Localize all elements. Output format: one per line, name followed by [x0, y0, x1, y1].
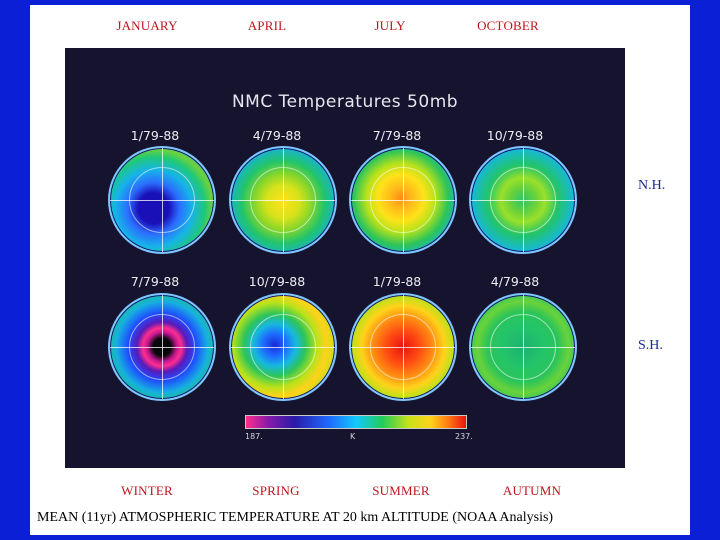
month-label-april: APRIL	[247, 18, 287, 33]
sh-date-4: 4/79-88	[490, 274, 540, 289]
nh-october-globe	[469, 146, 577, 254]
nh-date-1: 1/79-88	[130, 128, 180, 143]
month-label-october: OCTOBER	[477, 18, 539, 33]
colorbar-max-label: 237.	[455, 432, 473, 441]
sh-date-1: 7/79-88	[130, 274, 180, 289]
colorbar-min-label: 187.	[245, 432, 263, 441]
sh-date-2: 10/79-88	[248, 274, 306, 289]
season-label-summer: SUMMER	[372, 483, 430, 498]
nh-april-globe	[229, 146, 337, 254]
nh-july-globe	[349, 146, 457, 254]
hemisphere-label-north: N.H.	[638, 178, 666, 193]
sh-summer-globe	[349, 293, 457, 401]
nh-january-globe	[108, 146, 216, 254]
sh-date-3: 1/79-88	[372, 274, 422, 289]
hemisphere-label-south: S.H.	[638, 338, 663, 353]
nh-date-3: 7/79-88	[372, 128, 422, 143]
slide: JANUARY APRIL JULY OCTOBER NMC Temperatu…	[30, 5, 690, 535]
month-label-january: JANUARY	[116, 18, 178, 33]
season-label-autumn: AUTUMN	[502, 483, 562, 498]
caption: MEAN (11yr) ATMOSPHERIC TEMPERATURE AT 2…	[37, 510, 554, 525]
nh-date-4: 10/79-88	[486, 128, 544, 143]
season-label-winter: WINTER	[121, 483, 173, 498]
temperature-figure: NMC Temperatures 50mb 1/79-88 4/79-88 7/…	[65, 48, 625, 468]
sh-winter-globe	[108, 293, 216, 401]
colorbar-unit-label: K	[350, 432, 356, 441]
nh-date-2: 4/79-88	[252, 128, 302, 143]
sh-spring-globe	[229, 293, 337, 401]
figure-title: NMC Temperatures 50mb	[231, 92, 459, 112]
month-label-july: JULY	[374, 18, 406, 33]
temperature-colorbar	[245, 415, 467, 429]
season-label-spring: SPRING	[252, 483, 300, 498]
sh-autumn-globe	[469, 293, 577, 401]
